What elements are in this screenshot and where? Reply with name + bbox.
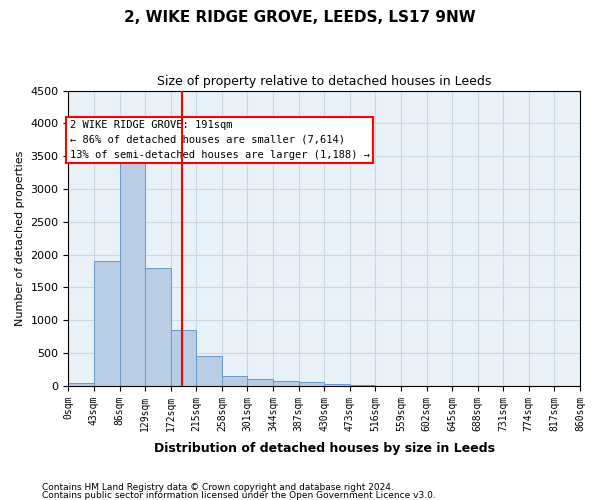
Bar	[299, 382, 324, 386]
Bar	[145, 268, 171, 386]
Bar	[222, 376, 247, 386]
Bar	[273, 382, 299, 386]
Bar	[94, 261, 119, 386]
Bar	[171, 330, 196, 386]
Bar	[324, 384, 350, 386]
Bar	[119, 156, 145, 386]
Y-axis label: Number of detached properties: Number of detached properties	[15, 150, 25, 326]
Text: Contains public sector information licensed under the Open Government Licence v3: Contains public sector information licen…	[42, 490, 436, 500]
Text: Contains HM Land Registry data © Crown copyright and database right 2024.: Contains HM Land Registry data © Crown c…	[42, 483, 394, 492]
Title: Size of property relative to detached houses in Leeds: Size of property relative to detached ho…	[157, 75, 491, 88]
Bar	[247, 380, 273, 386]
Text: 2 WIKE RIDGE GROVE: 191sqm
← 86% of detached houses are smaller (7,614)
13% of s: 2 WIKE RIDGE GROVE: 191sqm ← 86% of deta…	[70, 120, 370, 160]
Bar	[68, 382, 94, 386]
X-axis label: Distribution of detached houses by size in Leeds: Distribution of detached houses by size …	[154, 442, 495, 455]
Bar	[196, 356, 222, 386]
Text: 2, WIKE RIDGE GROVE, LEEDS, LS17 9NW: 2, WIKE RIDGE GROVE, LEEDS, LS17 9NW	[124, 10, 476, 25]
